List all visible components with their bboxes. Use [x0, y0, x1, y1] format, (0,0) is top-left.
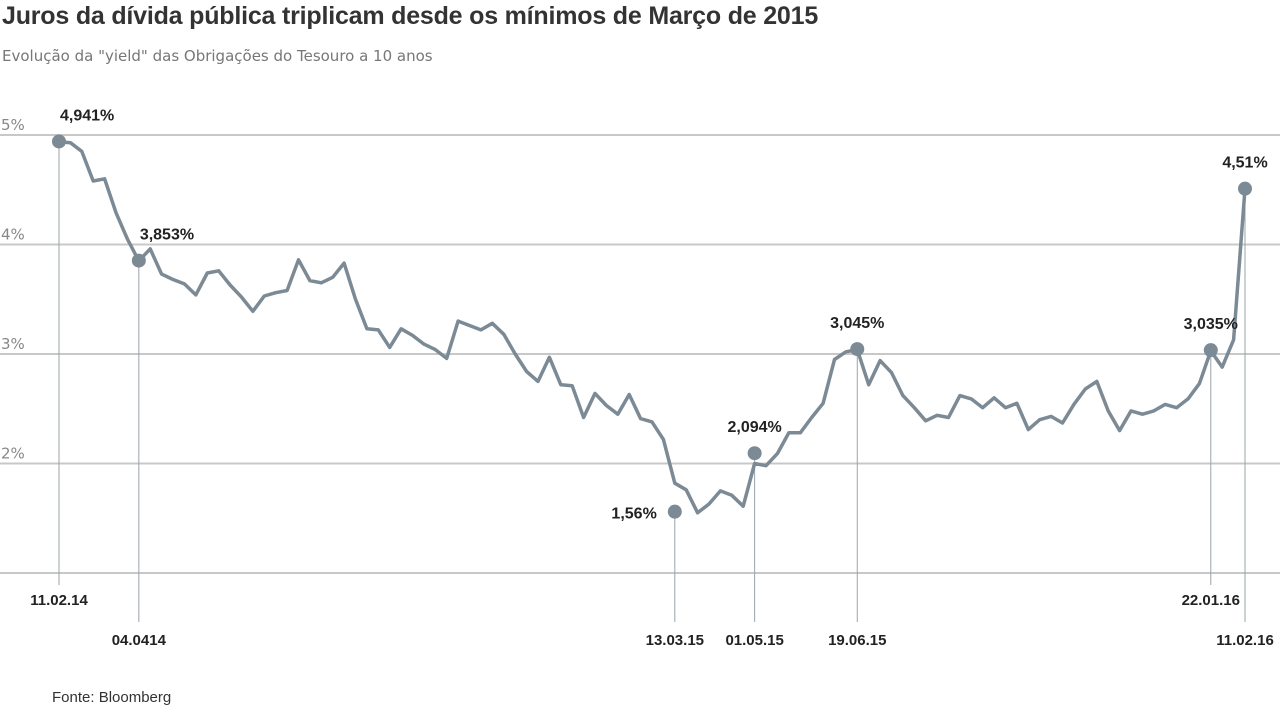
highlight-marker [131, 253, 146, 268]
yield-series-line [58, 139, 1247, 515]
x-tick-date: 11.02.16 [1216, 632, 1274, 649]
x-tick-date: 11.02.14 [30, 592, 88, 609]
x-tick-date: 04.0414 [112, 632, 167, 649]
data-label: 3,853% [140, 227, 194, 244]
chart-subtitle: Evolução da "yield" das Obrigações do Te… [2, 47, 433, 65]
data-label: 2,094% [728, 419, 782, 436]
x-tick-date: 22.01.16 [1182, 592, 1240, 609]
y-tick-label: 3% [1, 335, 25, 353]
highlight-marker [1238, 181, 1252, 196]
y-axis-ticks: 5% 4% 3% 2% [1, 116, 25, 463]
data-label: 3,035% [1184, 316, 1238, 333]
highlight-labels: 4,941% 3,853% 1,56% 2,094% 3,045% 3,035% 4,51% [60, 107, 1268, 522]
highlight-marker [747, 446, 762, 461]
highlight-marker [850, 342, 865, 357]
x-tick-date: 19.06.15 [828, 632, 886, 649]
y-tick-label: 2% [1, 445, 25, 463]
source-note: Fonte: Bloomberg [52, 689, 172, 706]
y-tick-label: 4% [1, 226, 25, 244]
x-axis-date-labels: 11.02.14 04.0414 13.03.15 01.05.15 19.06.15 2… [30, 592, 1274, 649]
highlight-marker [667, 504, 682, 519]
x-tick-date: 01.05.15 [725, 632, 783, 649]
highlight-drop-lines [58, 141, 1246, 622]
x-tick-date: 13.03.15 [646, 632, 704, 649]
highlight-marker [52, 134, 66, 149]
chart-title: Juros da dívida pública triplicam desde … [2, 2, 819, 30]
data-label: 1,56% [611, 506, 656, 523]
highlight-marker [1203, 343, 1218, 358]
gridlines [0, 134, 1280, 574]
data-label: 4,941% [60, 107, 114, 124]
y-tick-label: 5% [1, 116, 25, 134]
data-label: 3,045% [830, 315, 884, 332]
yield-line-chart: 5% 4% 3% 2% 4,941% 3,853% 1,56% 2,094% 3,045% 3,… [0, 107, 1280, 649]
data-label: 4,51% [1222, 155, 1267, 172]
highlight-markers [52, 134, 1252, 519]
